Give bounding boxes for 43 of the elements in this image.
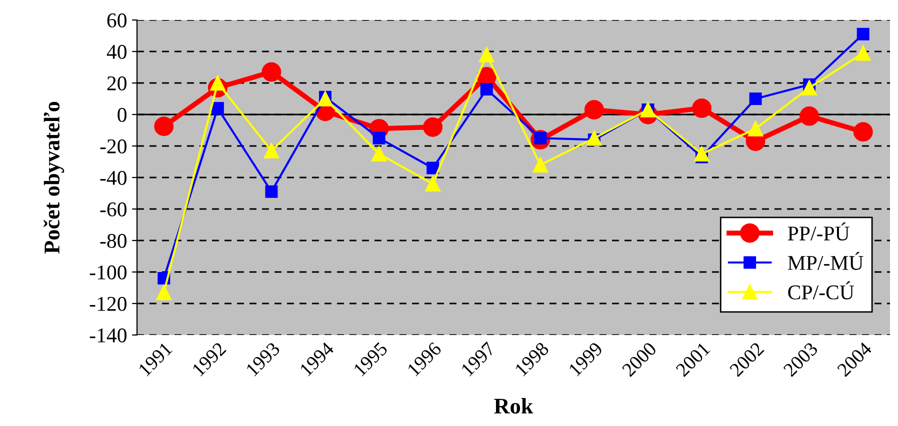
y-tick-label: 0 <box>118 108 126 122</box>
y-tick-label: 40 <box>106 44 126 59</box>
point <box>264 143 280 158</box>
point <box>423 117 443 137</box>
point <box>532 157 548 173</box>
y-tick-label: 20 <box>107 76 126 90</box>
point <box>853 122 873 142</box>
point <box>586 130 602 146</box>
y-tick-label: -80 <box>100 234 126 248</box>
point <box>856 28 870 40</box>
legend-label: PP/-PÚ <box>788 222 850 241</box>
y-axis-title: Počet obyvateľo <box>44 102 64 254</box>
point <box>584 100 604 120</box>
point <box>692 98 712 118</box>
point <box>211 102 224 114</box>
point <box>802 80 817 96</box>
x-axis-title: Rok <box>494 398 534 414</box>
point <box>371 146 387 162</box>
point <box>800 106 820 126</box>
point <box>748 121 764 136</box>
point <box>480 83 493 96</box>
point <box>156 284 172 300</box>
point <box>265 185 278 198</box>
y-tick-label: -60 <box>100 202 126 216</box>
y-tick-label: 60 <box>107 13 126 28</box>
y-tick-label: -100 <box>90 265 126 280</box>
y-tick-label: -40 <box>100 170 126 185</box>
point <box>372 132 386 144</box>
point <box>318 91 333 106</box>
point <box>426 162 440 174</box>
point <box>478 47 494 62</box>
point <box>855 45 871 61</box>
y-tick-label: -140 <box>90 328 126 342</box>
point <box>694 146 710 162</box>
point <box>262 62 282 82</box>
point <box>425 176 440 192</box>
point <box>749 92 762 105</box>
y-tick-label: -120 <box>90 296 126 311</box>
point <box>154 116 174 136</box>
legend-label: MP/-MÚ <box>788 252 864 270</box>
x-tick-label: 1991 <box>138 342 173 377</box>
legend-label: CP/-CÚ <box>788 281 854 300</box>
y-tick-label: -20 <box>100 139 126 154</box>
